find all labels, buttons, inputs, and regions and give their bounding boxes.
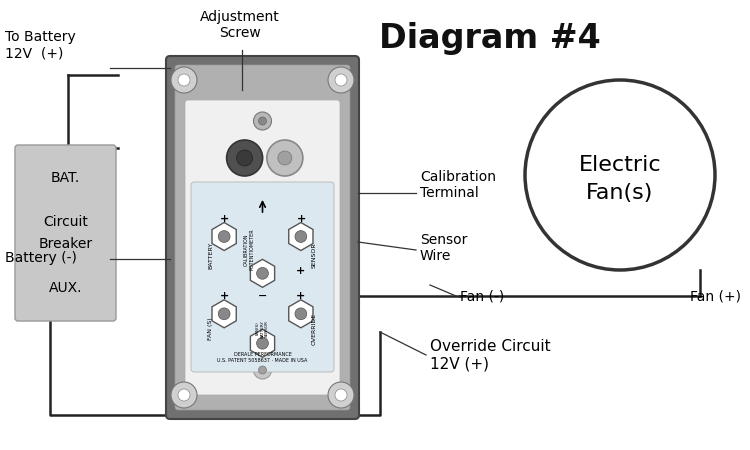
Text: +: +	[296, 291, 305, 301]
Text: Fan (+): Fan (+)	[690, 289, 741, 303]
Text: Battery (-): Battery (-)	[5, 251, 76, 265]
Text: Adjustment
Screw: Adjustment Screw	[200, 10, 280, 40]
Text: +: +	[297, 213, 307, 224]
Text: DERALE PERFORMANCE
U.S. PATENT 5058637 · MADE IN USA: DERALE PERFORMANCE U.S. PATENT 5058637 ·…	[217, 352, 308, 363]
Text: Diagram #4: Diagram #4	[379, 22, 601, 55]
Text: Calibration
Terminal: Calibration Terminal	[420, 170, 496, 200]
Polygon shape	[212, 222, 236, 251]
Text: AUX.: AUX.	[49, 281, 82, 295]
FancyBboxPatch shape	[185, 100, 340, 395]
Text: +: +	[296, 266, 305, 276]
FancyBboxPatch shape	[175, 65, 350, 410]
Circle shape	[256, 338, 268, 349]
Circle shape	[525, 80, 715, 270]
Text: OVERRIDE: OVERRIDE	[312, 312, 317, 345]
Text: CALIBRATION
POTENTIOMETER: CALIBRATION POTENTIOMETER	[244, 229, 254, 270]
Circle shape	[218, 308, 230, 320]
Text: BATTERY: BATTERY	[208, 241, 213, 269]
Text: SENSOR: SENSOR	[312, 242, 317, 268]
Text: +: +	[220, 213, 229, 224]
Circle shape	[267, 140, 303, 176]
Text: BAT.: BAT.	[51, 171, 80, 185]
Circle shape	[178, 74, 190, 86]
Circle shape	[295, 308, 307, 320]
Circle shape	[256, 267, 268, 279]
FancyBboxPatch shape	[191, 182, 334, 372]
Circle shape	[335, 74, 347, 86]
Circle shape	[259, 366, 266, 374]
Polygon shape	[289, 300, 313, 328]
Circle shape	[178, 389, 190, 401]
Text: −: −	[258, 291, 267, 301]
Text: Sensor
Wire: Sensor Wire	[420, 233, 467, 263]
Circle shape	[236, 150, 253, 166]
Circle shape	[171, 382, 197, 408]
Text: Override Circuit
12V (+): Override Circuit 12V (+)	[430, 339, 550, 371]
Text: To Battery
12V  (+): To Battery 12V (+)	[5, 30, 76, 60]
Polygon shape	[212, 300, 236, 328]
Text: FAN (S): FAN (S)	[208, 317, 213, 340]
Circle shape	[171, 67, 197, 93]
Text: Fan(s): Fan(s)	[586, 183, 654, 203]
Text: Breaker: Breaker	[38, 237, 92, 251]
Circle shape	[295, 231, 307, 243]
Circle shape	[218, 231, 230, 243]
Text: FAN(S)
BATTERY
SENSOR: FAN(S) BATTERY SENSOR	[256, 320, 269, 338]
Polygon shape	[251, 259, 274, 287]
Circle shape	[226, 140, 262, 176]
Circle shape	[259, 117, 266, 125]
Circle shape	[328, 382, 354, 408]
Circle shape	[254, 361, 272, 379]
FancyBboxPatch shape	[166, 56, 359, 419]
Circle shape	[335, 389, 347, 401]
Polygon shape	[289, 222, 313, 251]
Text: Circuit: Circuit	[43, 215, 88, 229]
FancyBboxPatch shape	[15, 145, 116, 321]
Circle shape	[278, 151, 292, 165]
Text: +: +	[220, 291, 229, 301]
Text: Electric: Electric	[579, 155, 662, 175]
Text: Fan (-): Fan (-)	[460, 289, 504, 303]
Polygon shape	[251, 329, 274, 357]
Circle shape	[254, 112, 272, 130]
Circle shape	[328, 67, 354, 93]
